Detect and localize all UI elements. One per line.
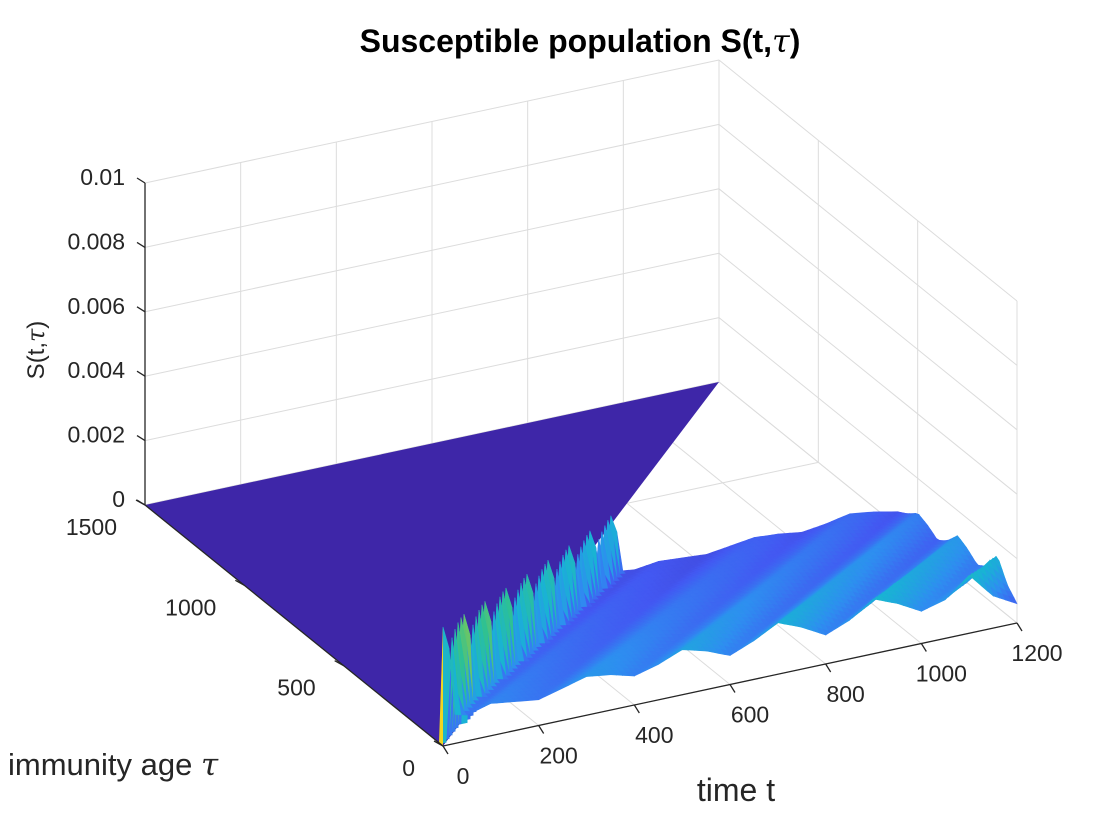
x-tick-mark (920, 643, 927, 652)
gridline-x-floor (718, 381, 1018, 624)
gridline-z-side (718, 317, 1018, 559)
gridline-z-side (718, 59, 1018, 302)
y-axis-line (144, 504, 444, 747)
y-tick-label: 1500 (66, 514, 117, 540)
gridline-z-side (718, 124, 1018, 366)
y-tick-mark (433, 740, 444, 747)
chart-title: Susceptible population S(t,τ) (360, 22, 801, 60)
x-tick-label: 1200 (1011, 640, 1062, 666)
z-tick-mark (136, 177, 146, 184)
x-tick-label: 800 (826, 681, 864, 707)
x-axis-label: time t (697, 772, 775, 808)
x-tick-label: 1000 (916, 661, 967, 687)
z-tick-mark (136, 435, 146, 442)
z-tick-label: 0.01 (80, 164, 125, 190)
x-tick-mark (825, 663, 832, 673)
x-tick-label: 200 (539, 743, 577, 769)
x-tick-mark (538, 725, 545, 734)
z-axis-label: S(t,τ) (22, 321, 50, 380)
y-tick-label: 500 (277, 675, 315, 701)
z-tick-label: 0 (112, 486, 125, 512)
x-tick-mark (1016, 622, 1023, 632)
x-tick-mark (442, 745, 449, 755)
gridline-z-side (718, 188, 1018, 431)
tick-labels: 02004006008001000120005001000150000.0020… (66, 164, 1063, 789)
x-tick-mark (729, 684, 736, 693)
z-tick-mark (136, 499, 146, 506)
z-tick-label: 0.008 (67, 228, 125, 254)
z-tick-mark (136, 241, 146, 248)
x-tick-label: 600 (731, 702, 769, 728)
x-tick-label: 400 (635, 722, 673, 748)
x-tick-label: 0 (457, 763, 470, 789)
y-tick-label: 0 (402, 755, 415, 781)
x-tick-mark (633, 704, 640, 714)
z-tick-mark (136, 306, 146, 313)
surface-layer (145, 382, 1018, 746)
surface-floor (145, 382, 719, 746)
gridline-z-side (718, 252, 1018, 495)
y-tick-mark (334, 660, 344, 667)
z-tick-label: 0.002 (67, 422, 125, 448)
z-tick-label: 0.006 (67, 293, 125, 319)
y-tick-mark (235, 579, 245, 586)
y-axis-label: immunity age τ (8, 747, 219, 783)
y-tick-label: 1000 (165, 594, 216, 620)
z-tick-mark (136, 370, 146, 377)
z-tick-label: 0.004 (67, 357, 125, 383)
axes-layer (135, 177, 1023, 755)
